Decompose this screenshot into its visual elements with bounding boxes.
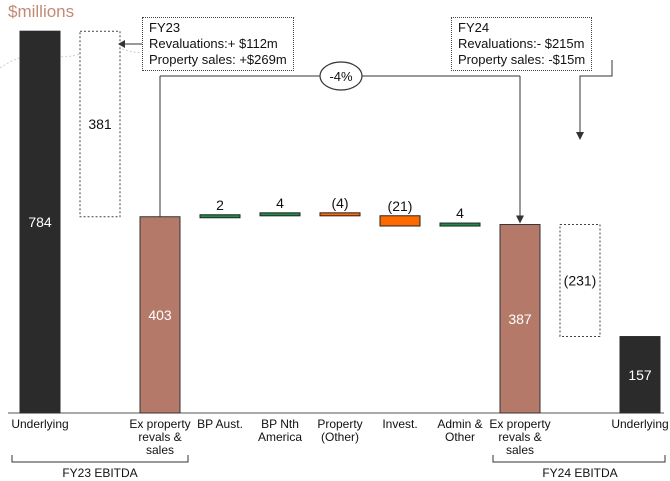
x-tick-label-2: Ex property revals & sales xyxy=(129,417,190,457)
value-label-6: (21) xyxy=(388,198,413,214)
value-label-9: (231) xyxy=(564,273,597,289)
value-label-5: (4) xyxy=(331,195,348,211)
value-label-7: 4 xyxy=(456,205,464,221)
value-label-0: 784 xyxy=(28,214,52,230)
fy24-callout-property-sales: Property sales: -$15m xyxy=(458,52,586,67)
bar-2 xyxy=(139,216,181,414)
fy24-group-label: FY24 EBITDA xyxy=(542,466,617,480)
bar-8 xyxy=(499,224,541,414)
x-tick-label-10: Underlying xyxy=(611,417,668,431)
fy24-bracket xyxy=(492,455,666,463)
fy23-callout-property-sales: Property sales: +$269m xyxy=(149,52,287,67)
value-label-2: 403 xyxy=(148,307,172,323)
x-tick-label-7: Admin & Other xyxy=(437,417,482,444)
value-label-10: 157 xyxy=(628,367,652,383)
bar-0 xyxy=(19,30,61,414)
value-label-1: 381 xyxy=(88,116,112,132)
x-tick-label-5: Property (Other) xyxy=(317,417,362,444)
bar-7 xyxy=(439,222,481,227)
value-label-3: 2 xyxy=(216,197,224,213)
x-tick-label-6: Invest. xyxy=(382,417,417,431)
connector-arrowhead xyxy=(516,215,524,224)
fy24-callout-arrowhead xyxy=(576,132,584,140)
unit-label: $millions xyxy=(8,2,75,21)
fy23-callout-revaluations: Revaluations:+ $112m xyxy=(149,36,278,51)
fy23-bracket xyxy=(11,455,189,463)
fy23-group-label: FY23 EBITDA xyxy=(62,466,137,480)
change-badge-text: -4% xyxy=(329,69,353,84)
fy23-callout-title: FY23 xyxy=(149,20,181,35)
bar-6 xyxy=(379,215,421,227)
x-tick-label-8: Ex property revals & sales xyxy=(489,417,550,457)
x-tick-label-0: Underlying xyxy=(11,417,68,431)
fy23-callout-arrowhead xyxy=(118,40,125,48)
bar-1 xyxy=(79,30,121,218)
fy24-callout-arrow xyxy=(579,60,613,138)
x-tick-label-3: BP Aust. xyxy=(197,417,243,431)
fy24-callout-revaluations: Revaluations:- $215m xyxy=(458,36,585,51)
change-badge-circle xyxy=(319,61,363,91)
bar-10 xyxy=(619,336,661,414)
bar-3 xyxy=(199,214,241,219)
fy23-callout: FY23 Revaluations:+ $112m Property sales… xyxy=(142,17,294,71)
x-tick-label-4: BP Nth America xyxy=(258,417,302,444)
value-label-4: 4 xyxy=(276,195,284,211)
bar-9 xyxy=(559,224,601,338)
value-label-8: 387 xyxy=(508,311,532,327)
bar-5 xyxy=(319,212,361,217)
fy24-callout: FY24 Revaluations:- $215m Property sales… xyxy=(451,17,593,71)
fy24-callout-title: FY24 xyxy=(458,20,490,35)
bar-4 xyxy=(259,212,301,217)
